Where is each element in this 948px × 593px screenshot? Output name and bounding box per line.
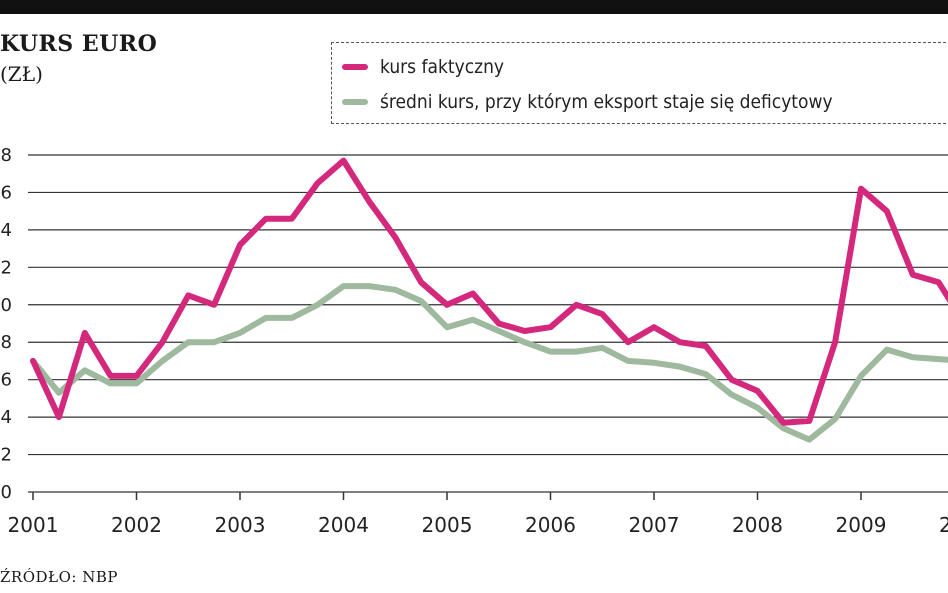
y-tick-label: 4,0 xyxy=(0,295,12,316)
y-tick-label: 3,6 xyxy=(0,370,12,391)
y-tick-label: 4,2 xyxy=(0,257,12,278)
x-tick-label: 2006 xyxy=(525,513,576,537)
top-bar xyxy=(0,0,948,14)
legend-label-actual: kurs faktyczny xyxy=(380,56,505,78)
legend-swatch-threshold xyxy=(342,99,368,105)
legend-item-threshold: średni kurs, przy którym eksport staje s… xyxy=(332,89,833,115)
series-line-actual xyxy=(30,157,948,426)
source-note: ŹRÓDŁO: NBP xyxy=(0,568,118,586)
legend-label-threshold: średni kurs, przy którym eksport staje s… xyxy=(380,91,833,113)
x-tick-label: 2002 xyxy=(111,513,162,537)
y-tick-label: 3,4 xyxy=(0,407,12,428)
y-tick-label: 4,6 xyxy=(0,182,12,203)
y-tick-label: 3,8 xyxy=(0,332,12,353)
y-tick-label: 4,4 xyxy=(0,220,12,241)
legend-swatch-actual xyxy=(342,64,368,70)
legend-item-actual: kurs faktyczny xyxy=(332,54,504,80)
x-tick-label: 2009 xyxy=(836,513,887,537)
x-tick-label: 2008 xyxy=(732,513,783,537)
x-tick-label: 2007 xyxy=(629,513,680,537)
series-line-threshold xyxy=(30,283,948,443)
chart-subtitle: (ZŁ) xyxy=(0,62,43,86)
y-tick-label: 3,2 xyxy=(0,445,12,466)
x-tick-label: 2010 xyxy=(939,513,948,537)
x-tick-label: 2003 xyxy=(215,513,266,537)
y-tick-label: 4,8 xyxy=(0,145,12,166)
x-tick-label: 2001 xyxy=(8,513,59,537)
chart-title: KURS EURO xyxy=(0,31,158,57)
x-tick-label: 2005 xyxy=(422,513,473,537)
y-tick-label: 3,0 xyxy=(0,482,12,503)
x-tick-label: 2004 xyxy=(318,513,369,537)
legend: kurs faktyczny średni kurs, przy którym … xyxy=(331,42,948,124)
